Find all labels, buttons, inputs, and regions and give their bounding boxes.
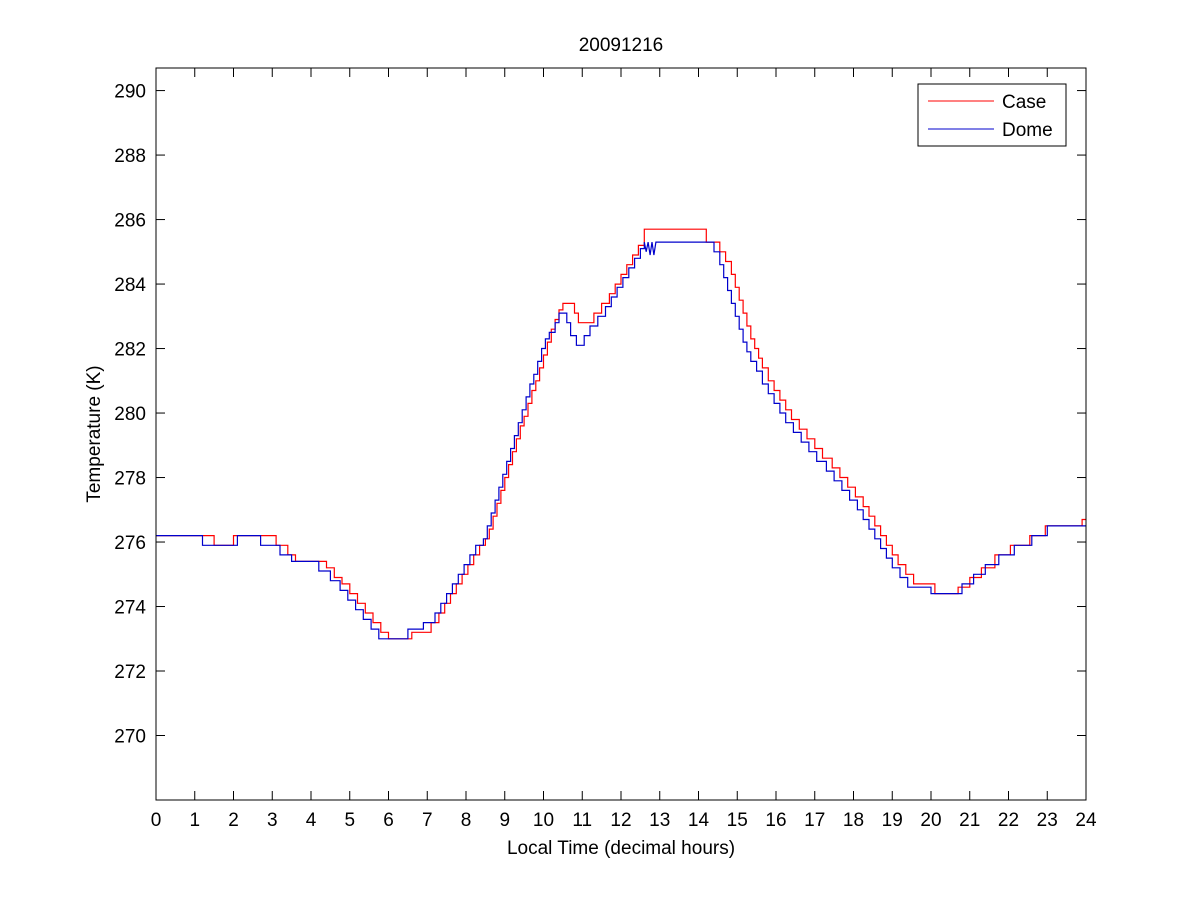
- x-tick-label: 21: [959, 810, 980, 831]
- legend-label-dome: Dome: [1002, 120, 1053, 141]
- series-line-dome: [156, 241, 1086, 640]
- y-tick-label: 282: [114, 340, 146, 361]
- x-tick-label: 13: [649, 810, 670, 831]
- y-tick-label: 272: [114, 662, 146, 683]
- legend-box: [917, 83, 1067, 147]
- x-tick-label: 4: [306, 810, 317, 831]
- x-tick-label: 3: [267, 810, 278, 831]
- x-tick-label: 12: [610, 810, 631, 831]
- y-tick-label: 284: [114, 275, 146, 296]
- x-tick-label: 16: [765, 810, 786, 831]
- x-tick-label: 24: [1075, 810, 1097, 831]
- x-tick-label: 20: [920, 810, 941, 831]
- y-tick-label: 286: [114, 211, 146, 232]
- x-tick-label: 15: [727, 810, 748, 831]
- chart-title: 20091216: [579, 35, 664, 56]
- x-tick-label: 8: [461, 810, 472, 831]
- axis-ticks: 0 1 2 3 4 5 6 7 8 9 10 11 12 13 14 15 16 17 18 19 20 21 22 23 24…: [114, 68, 1097, 831]
- x-tick-label: 9: [499, 810, 510, 831]
- plot-frame: [155, 67, 1087, 801]
- x-tick-label: 1: [189, 810, 200, 831]
- x-tick-label: 18: [843, 810, 864, 831]
- x-tick-label: 5: [344, 810, 355, 831]
- x-tick-label: 10: [533, 810, 554, 831]
- x-tick-label: 6: [383, 810, 394, 831]
- x-tick-label: 17: [804, 810, 825, 831]
- y-axis-label: Temperature (K): [84, 365, 105, 502]
- x-tick-label: 22: [998, 810, 1019, 831]
- y-tick-label: 276: [114, 533, 146, 554]
- x-tick-label: 11: [572, 810, 592, 831]
- y-tick-label: 274: [114, 598, 146, 619]
- x-tick-label: 7: [422, 810, 433, 831]
- x-tick-label: 19: [882, 810, 903, 831]
- x-tick-label: 23: [1037, 810, 1058, 831]
- y-tick-label: 270: [114, 727, 146, 748]
- series-layer: [156, 228, 1086, 640]
- y-tick-label: 290: [114, 82, 146, 103]
- plot-area: [156, 68, 1086, 800]
- legend: Case Dome: [917, 83, 1067, 147]
- x-tick-label: 2: [228, 810, 239, 831]
- y-tick-label: 278: [114, 469, 146, 490]
- x-axis-label: Local Time (decimal hours): [507, 838, 735, 859]
- series-line-case: [156, 228, 1086, 640]
- y-tick-label: 288: [114, 146, 146, 167]
- legend-label-case: Case: [1002, 92, 1046, 113]
- y-tick-label: 280: [114, 404, 146, 425]
- x-tick-label: 14: [688, 810, 710, 831]
- x-tick-label: 0: [151, 810, 162, 831]
